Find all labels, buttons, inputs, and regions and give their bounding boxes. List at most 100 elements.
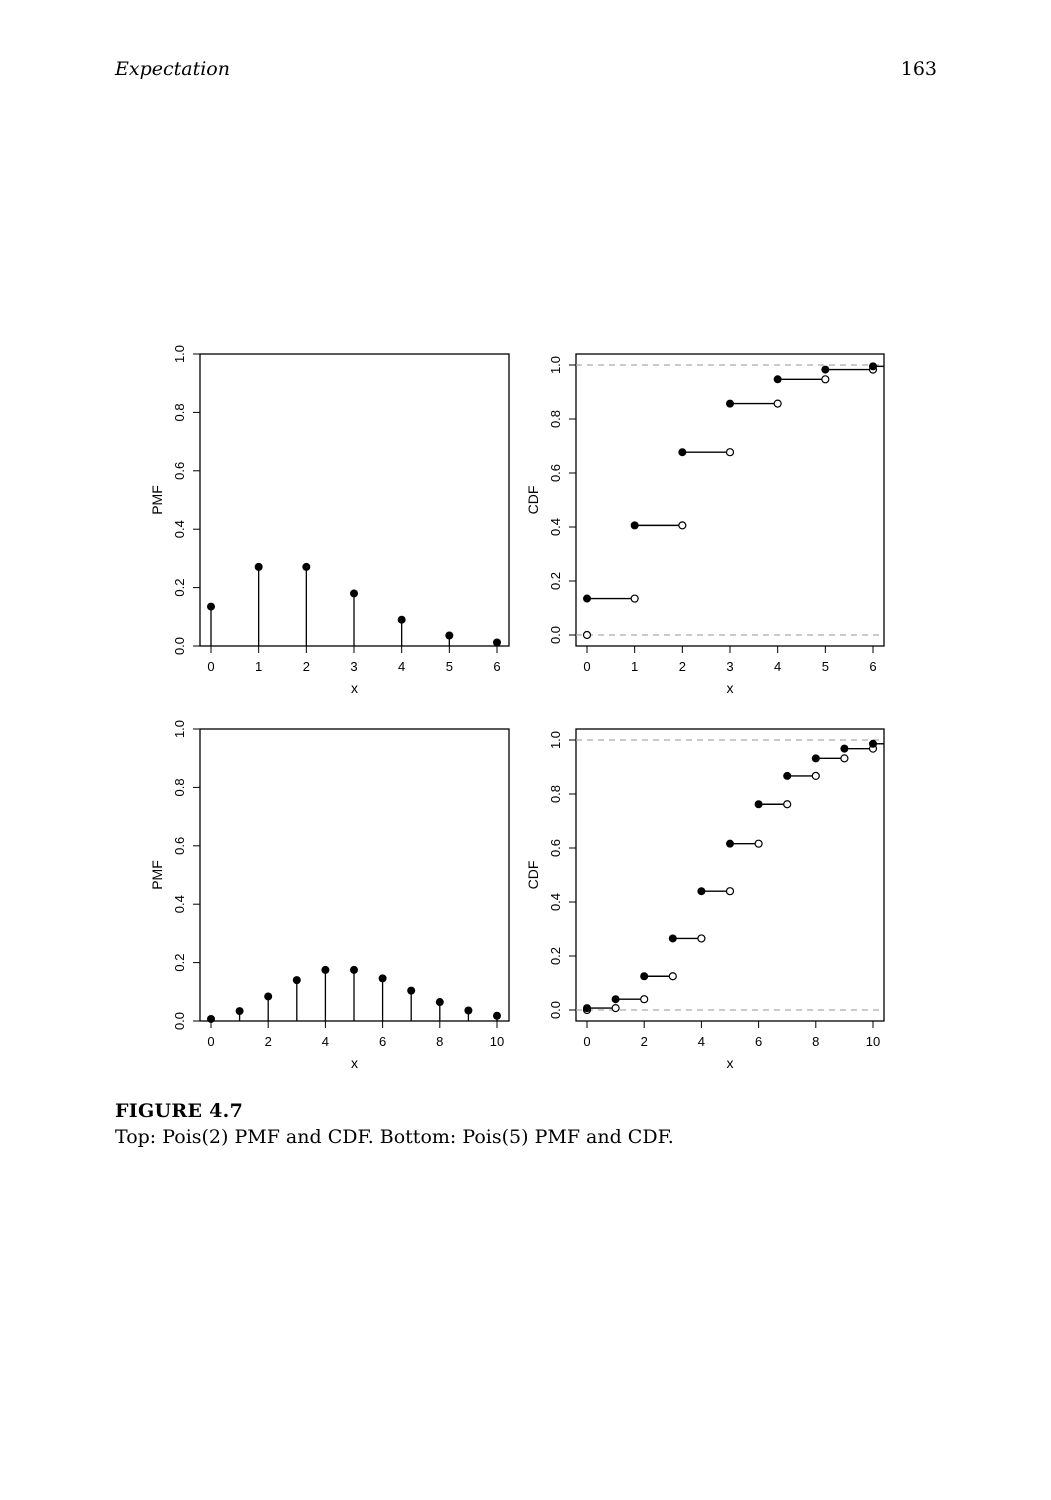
x-tick-label: 4 <box>774 659 781 674</box>
plot-frame <box>575 353 885 647</box>
stem-point <box>302 562 311 571</box>
y-tick-label: 0.4 <box>172 520 187 538</box>
y-tick-label: 0.0 <box>172 1012 187 1030</box>
chart-top-right: 0 1 2 3 4 5 6 x 0.0 0.2 0.4 0.6 0.8 1.0 CDF <box>525 353 885 696</box>
running-title: Expectation <box>115 58 230 80</box>
stem-point <box>207 1014 215 1023</box>
x-tick-label: 0 <box>583 659 590 674</box>
closed-point <box>754 800 763 809</box>
closed-point <box>630 521 639 530</box>
open-point <box>811 771 820 781</box>
open-point <box>678 521 687 530</box>
x-tick-label: 3 <box>350 659 357 674</box>
x-tick-label: 4 <box>698 1034 705 1049</box>
x-tick-label: 6 <box>379 1034 386 1049</box>
open-point <box>697 934 706 943</box>
stem-point <box>235 1007 244 1016</box>
open-point <box>582 630 592 640</box>
y-tick-label: 0.4 <box>172 895 187 913</box>
closed-point <box>668 934 677 943</box>
closed-point <box>678 448 687 457</box>
closed-point <box>583 1004 591 1013</box>
stem-point <box>493 1011 501 1020</box>
closed-point <box>840 744 849 753</box>
x-tick-label: 8 <box>436 1034 443 1049</box>
figure-caption-block: FIGURE 4.7 Top: Pois(2) PMF and CDF. Bot… <box>115 1100 937 1148</box>
x-tick-label: 10 <box>490 1034 504 1049</box>
open-point <box>630 594 639 603</box>
y-tick-label: 0.2 <box>548 947 563 965</box>
y-axis-label: CDF <box>525 486 541 515</box>
closed-point <box>821 365 830 374</box>
y-tick-label: 0.6 <box>548 464 563 482</box>
closed-point <box>869 362 877 371</box>
y-tick-label: 0.8 <box>548 410 563 428</box>
closed-point <box>869 739 877 748</box>
chart-bottom-right: 0 2 4 6 8 10 x 0.0 0.2 0.4 0.6 0.8 1.0 CDF <box>525 728 885 1071</box>
figure-caption: Top: Pois(2) PMF and CDF. Bottom: Pois(5… <box>115 1126 674 1148</box>
x-axis-label: x <box>727 680 734 696</box>
stem-point <box>493 638 501 647</box>
y-tick-label: 0.4 <box>548 893 563 911</box>
chart-top-left: 0 1 2 3 4 5 6 x 0.0 0.2 0.4 0.6 0.8 1.0 PMF <box>149 345 510 696</box>
plot-frame <box>575 728 885 1022</box>
figure-label: FIGURE 4.7 <box>115 1100 244 1122</box>
x-tick-label: 2 <box>303 659 310 674</box>
x-tick-label: 10 <box>866 1034 880 1049</box>
chart-bottom-left: 0 2 4 6 8 10 x 0.0 0.2 0.4 0.6 0.8 1.0 PMF <box>149 720 510 1071</box>
y-tick-label: 0.6 <box>172 462 187 480</box>
open-point <box>840 754 849 763</box>
y-axis-label: CDF <box>525 861 541 890</box>
y-tick-label: 1.0 <box>548 356 563 374</box>
open-point <box>668 972 677 981</box>
x-axis-label: x <box>351 680 358 696</box>
x-axis-label: x <box>351 1055 358 1071</box>
x-tick-label: 5 <box>822 659 829 674</box>
y-tick-label: 0.6 <box>172 837 187 855</box>
y-tick-label: 0.2 <box>548 572 563 590</box>
x-tick-label: 2 <box>679 659 686 674</box>
x-tick-label: 5 <box>446 659 453 674</box>
y-tick-label: 0.8 <box>172 778 187 796</box>
y-tick-label: 0.0 <box>172 637 187 655</box>
x-tick-label: 8 <box>812 1034 819 1049</box>
open-point <box>640 995 649 1004</box>
closed-point <box>640 972 649 981</box>
y-tick-label: 1.0 <box>172 720 187 738</box>
y-axis-label: PMF <box>149 860 165 890</box>
x-tick-label: 6 <box>493 659 500 674</box>
y-axis-label: PMF <box>149 485 165 515</box>
stem-point <box>397 615 406 624</box>
closed-point <box>773 375 782 384</box>
x-tick-label: 1 <box>631 659 638 674</box>
stem-point <box>321 965 330 974</box>
open-point <box>725 448 735 457</box>
closed-point <box>611 995 620 1004</box>
stem-point <box>254 562 263 571</box>
closed-point <box>583 594 591 603</box>
open-point <box>773 399 782 408</box>
y-tick-label: 0.0 <box>548 626 563 644</box>
closed-point <box>811 754 820 763</box>
stem-point <box>207 602 215 611</box>
open-point <box>821 375 830 384</box>
stem-point <box>378 974 387 983</box>
open-point <box>754 839 763 848</box>
x-tick-label: 2 <box>265 1034 272 1049</box>
x-tick-label: 1 <box>255 659 262 674</box>
x-tick-label: 4 <box>398 659 405 674</box>
running-head: Expectation 163 <box>115 58 937 84</box>
x-tick-label: 2 <box>641 1034 648 1049</box>
stem-point <box>407 986 416 995</box>
y-tick-label: 0.4 <box>548 518 563 536</box>
x-tick-label: 6 <box>869 659 876 674</box>
x-axis-label: x <box>727 1055 734 1071</box>
x-tick-label: 6 <box>755 1034 762 1049</box>
x-tick-label: 0 <box>583 1034 590 1049</box>
y-tick-label: 0.8 <box>172 403 187 421</box>
y-tick-label: 0.2 <box>172 954 187 972</box>
closed-point <box>783 771 792 780</box>
closed-point <box>726 839 734 848</box>
stem-point <box>292 976 301 985</box>
